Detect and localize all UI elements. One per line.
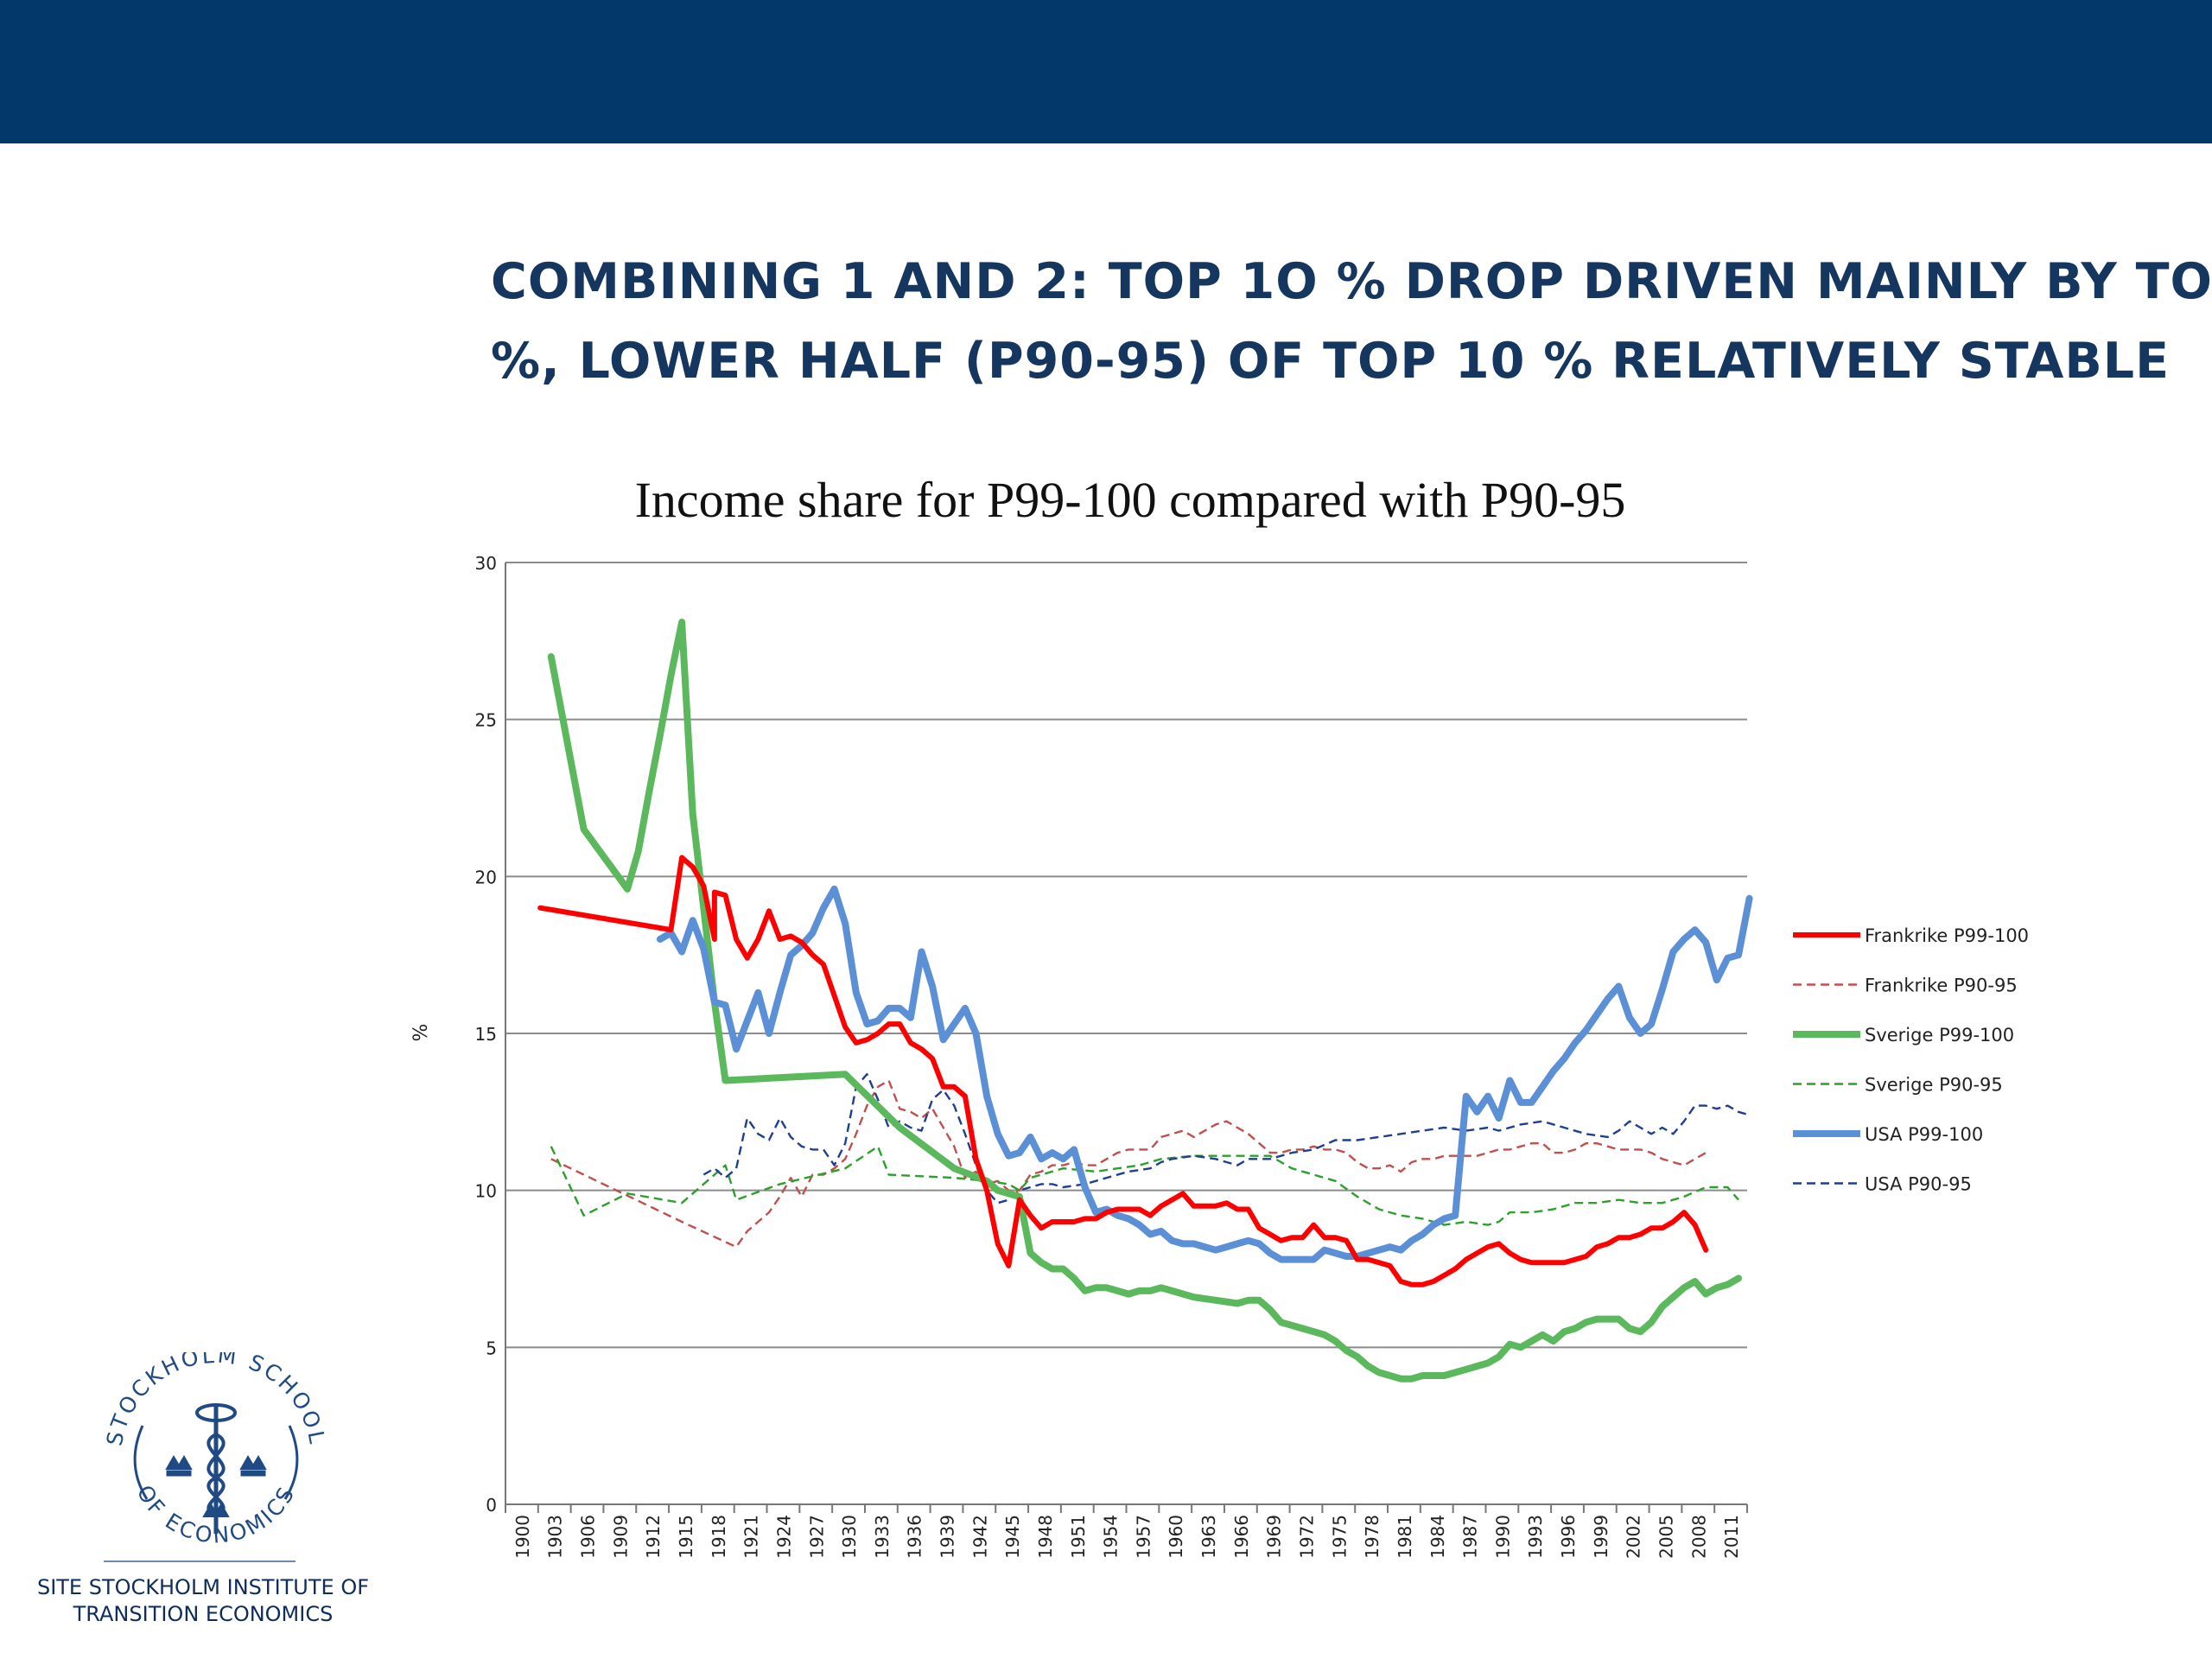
x-tick-label: 1921 [741, 1515, 762, 1559]
x-tick-label: 1930 [839, 1515, 860, 1559]
x-tick-labels: 1900 1903 1906 1909 1912 1915 1918 1921 1924 1927… [512, 1515, 1742, 1559]
x-tick-label: 2005 [1656, 1515, 1676, 1559]
x-tick-label: 2011 [1721, 1515, 1742, 1559]
x-tick-label: 1966 [1231, 1515, 1252, 1559]
stockholm-school-logo: STOCKHOLM SCHOOL OF ECONOMICS [86, 1343, 346, 1568]
legend-label: Sverige P99-100 [1865, 1025, 2014, 1046]
x-tick-label: 2002 [1624, 1515, 1644, 1559]
header-band [0, 0, 2212, 143]
x-tick-label: 1912 [643, 1515, 664, 1559]
series-lines [537, 619, 1753, 1382]
x-tick-label: 1942 [969, 1515, 990, 1559]
y-tick-label: 5 [486, 1338, 497, 1358]
series-line [656, 885, 1753, 1263]
y-tick-label: 20 [475, 867, 497, 887]
slide-title-line-1: COMBINING 1 AND 2: TOP 1O % DROP DRIVEN … [491, 253, 2212, 310]
series-line [537, 855, 1709, 1287]
legend-label: Frankrike P99-100 [1865, 925, 2029, 946]
x-tick-label: 1957 [1133, 1515, 1154, 1559]
x-tick-label: 1981 [1395, 1515, 1415, 1559]
gridlines [505, 562, 1747, 1349]
x-tick-label: 1927 [806, 1515, 827, 1559]
x-tick-label: 1969 [1264, 1515, 1285, 1559]
legend-label: Frankrike P90-95 [1865, 976, 2018, 996]
x-tick-label: 1951 [1068, 1515, 1089, 1559]
y-tick-label: 15 [475, 1024, 497, 1045]
y-axis-label: % [410, 1024, 432, 1042]
x-tick-label: 1933 [872, 1515, 893, 1559]
seal-icon: STOCKHOLM SCHOOL OF ECONOMICS [102, 1343, 327, 1548]
y-tick-label: 25 [475, 710, 497, 731]
series-line [547, 619, 1742, 1382]
institute-name-line-2: TRANSITION ECONOMICS [73, 1602, 334, 1626]
x-tick-label: 1939 [938, 1515, 958, 1559]
x-tick-label: 1993 [1525, 1515, 1546, 1559]
x-tick-label: 1987 [1460, 1515, 1481, 1559]
x-tick-label: 1972 [1296, 1515, 1317, 1559]
legend-label: USA P99-100 [1865, 1124, 1983, 1145]
chart-title: Income share for P99-100 compared with P… [635, 472, 1626, 528]
x-tick-label: 1984 [1427, 1515, 1448, 1559]
series-line [550, 1145, 1739, 1226]
y-tick-label: 30 [475, 553, 497, 574]
x-tick-label: 1915 [676, 1515, 696, 1559]
x-tick-label: 1996 [1558, 1515, 1579, 1559]
y-tick-labels: 0 5 10 15 20 25 30 [475, 553, 497, 1516]
legend: Frankrike P99-100 Frankrike P90-95 Sverige… [1793, 925, 2029, 1195]
x-tick-label: 1924 [773, 1515, 794, 1559]
x-tick-label: 1960 [1166, 1515, 1186, 1559]
legend-label: Sverige P90-95 [1865, 1075, 2003, 1096]
institute-name: SITE STOCKHOLM INSTITUTE OF TRANSITION E… [26, 1574, 380, 1628]
x-tick-label: 1999 [1591, 1515, 1611, 1559]
x-tick-label: 1978 [1362, 1515, 1382, 1559]
x-tick-label: 1900 [512, 1515, 533, 1559]
x-tick-label: 1945 [1002, 1515, 1023, 1559]
y-tick-label: 0 [486, 1495, 497, 1516]
slide-title: COMBINING 1 AND 2: TOP 1O % DROP DRIVEN … [491, 242, 2212, 401]
x-tick-label: 1954 [1101, 1515, 1122, 1559]
legend-label: USA P90-95 [1865, 1174, 1972, 1195]
x-tick-label: 1963 [1198, 1515, 1219, 1559]
x-tick-label: 2008 [1688, 1515, 1709, 1559]
x-tick-label: 1906 [578, 1515, 599, 1559]
x-tick-label: 1936 [905, 1515, 925, 1559]
slide-title-line-2: %, LOWER HALF (P90-95) OF TOP 10 % RELAT… [491, 333, 2171, 390]
x-tick-label: 1903 [545, 1515, 566, 1559]
x-tick-label: 1909 [610, 1515, 631, 1559]
institute-name-line-1: SITE STOCKHOLM INSTITUTE OF [36, 1575, 370, 1599]
y-tick-label: 10 [475, 1181, 497, 1202]
x-tick-label: 1990 [1492, 1515, 1513, 1559]
institute-divider [104, 1560, 296, 1562]
x-tick-label: 1975 [1329, 1515, 1350, 1559]
x-tick-label: 1948 [1035, 1515, 1056, 1559]
series-line [702, 1072, 1750, 1205]
x-tick-label: 1918 [709, 1515, 729, 1559]
axes [505, 563, 1748, 1513]
